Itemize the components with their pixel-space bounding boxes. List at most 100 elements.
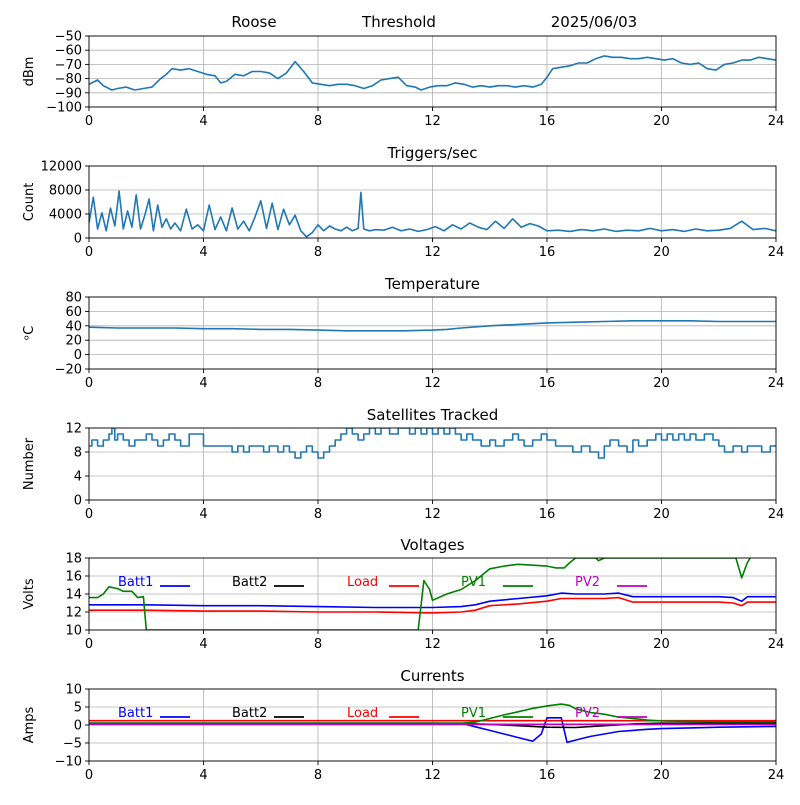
chart-panel-voltages: 0 4 8 12 16 20 24 18 16 14 12 10 Voltages Volts Batt1 B… <box>22 536 784 652</box>
x-tick-label: 0 <box>85 376 93 391</box>
x-tick-label: 4 <box>199 637 207 652</box>
header-mode: Threshold <box>361 13 436 31</box>
legend-label-pv1: PV1 <box>461 706 486 721</box>
x-tick-label: 20 <box>653 507 670 522</box>
y-tick-label: −70 <box>55 58 82 73</box>
series-line-signal <box>89 55 776 91</box>
x-tick-label: 20 <box>653 768 670 783</box>
chart-title: Currents <box>400 667 464 685</box>
x-tick-label: 20 <box>653 114 670 129</box>
x-tick-label: 16 <box>539 507 556 522</box>
legend-label-batt1: Batt1 <box>118 706 153 721</box>
y-axis-label: Amps <box>22 706 37 743</box>
y-tick-label: 8000 <box>49 184 82 199</box>
y-tick-label: 5 <box>74 701 82 716</box>
chart-title: Satellites Tracked <box>367 406 498 424</box>
y-axis-label: Number <box>22 437 37 490</box>
x-tick-label: 8 <box>314 114 322 129</box>
x-tick-label: 16 <box>539 245 556 260</box>
y-tick-label: −50 <box>55 30 82 45</box>
y-tick-label: 12 <box>65 606 82 621</box>
x-tick-label: 24 <box>768 376 785 391</box>
y-tick-label: 0 <box>74 494 82 509</box>
y-tick-label: 12 <box>65 422 82 437</box>
x-tick-label: 0 <box>85 768 93 783</box>
series-line-load <box>89 596 776 614</box>
chart-title: Temperature <box>384 275 480 293</box>
x-tick-label: 24 <box>768 245 785 260</box>
x-tick-label: 0 <box>85 637 93 652</box>
x-tick-label: 4 <box>199 768 207 783</box>
x-tick-label: 16 <box>539 637 556 652</box>
chart-panel-triggers: 0 4 8 12 16 20 24 12000 8000 4000 0 Triggers/sec Cou… <box>22 144 784 260</box>
legend-label-batt2: Batt2 <box>232 706 267 721</box>
y-tick-label: −80 <box>55 72 82 87</box>
x-tick-label: 4 <box>199 245 207 260</box>
y-axis-label: Volts <box>22 578 37 610</box>
x-tick-label: 8 <box>314 637 322 652</box>
series-line-temperature <box>89 319 776 332</box>
legend-label-pv2: PV2 <box>575 575 600 590</box>
y-tick-label: 0 <box>74 719 82 734</box>
y-axis-label: Count <box>22 183 37 222</box>
y-tick-label: 14 <box>65 588 82 603</box>
y-tick-label: 80 <box>65 291 82 306</box>
legend-label-batt1: Batt1 <box>118 575 153 590</box>
series-line-pv1 <box>89 558 751 630</box>
legend-label-pv2: PV2 <box>575 706 600 721</box>
y-tick-label: 20 <box>65 334 82 349</box>
y-tick-label: −5 <box>63 737 82 752</box>
y-tick-label: −60 <box>55 44 82 59</box>
x-tick-label: 12 <box>424 507 441 522</box>
x-tick-label: 8 <box>314 245 322 260</box>
chart-title: Triggers/sec <box>387 144 478 162</box>
y-tick-label: 4 <box>74 470 82 485</box>
legend-label-batt2: Batt2 <box>232 575 267 590</box>
x-tick-label: 4 <box>199 114 207 129</box>
x-tick-label: 8 <box>314 768 322 783</box>
y-tick-label: −20 <box>55 363 82 378</box>
y-tick-label: 4000 <box>49 208 82 223</box>
y-tick-label: 12000 <box>41 160 82 175</box>
series-line-pv1 <box>89 703 776 725</box>
series-line-satellites <box>89 428 776 459</box>
y-tick-label: −90 <box>55 86 82 101</box>
chart-panel-currents: 0 4 8 12 16 20 24 10 5 0 −5 −10 Currents Amps Batt1 Bat… <box>22 667 784 783</box>
x-tick-label: 16 <box>539 376 556 391</box>
chart-panel-satellites: 0 4 8 12 16 20 24 12 8 4 0 Satellites Tracked Number <box>22 406 784 522</box>
y-tick-label: 60 <box>65 305 82 320</box>
y-tick-label: −10 <box>55 755 82 770</box>
x-tick-label: 8 <box>314 507 322 522</box>
x-tick-label: 24 <box>768 507 785 522</box>
x-tick-label: 12 <box>424 245 441 260</box>
series-line-batt1 <box>89 592 776 609</box>
y-tick-label: 0 <box>74 232 82 247</box>
x-tick-label: 0 <box>85 507 93 522</box>
x-tick-label: 4 <box>199 376 207 391</box>
x-tick-label: 0 <box>85 114 93 129</box>
x-tick-label: 20 <box>653 245 670 260</box>
x-tick-label: 20 <box>653 376 670 391</box>
y-tick-label: 18 <box>65 552 82 567</box>
x-tick-label: 12 <box>424 768 441 783</box>
x-tick-label: 24 <box>768 114 785 129</box>
chart-panel-signal: 0 4 8 12 16 20 24 −50−60−70−80−90−100 dBm <box>22 30 784 130</box>
x-tick-label: 4 <box>199 507 207 522</box>
y-axis-label: dBm <box>22 57 37 87</box>
y-tick-label: 40 <box>65 319 82 334</box>
y-tick-label: 10 <box>65 624 82 639</box>
x-tick-label: 12 <box>424 637 441 652</box>
y-tick-label: −100 <box>46 101 82 116</box>
header-date: 2025/06/03 <box>551 13 637 31</box>
y-tick-label: 16 <box>65 570 82 585</box>
x-tick-label: 16 <box>539 768 556 783</box>
chart-title: Voltages <box>400 536 464 554</box>
y-tick-label: 8 <box>74 446 82 461</box>
legend-label-load: Load <box>347 706 378 721</box>
y-tick-label: 10 <box>65 683 82 698</box>
x-tick-label: 8 <box>314 376 322 391</box>
